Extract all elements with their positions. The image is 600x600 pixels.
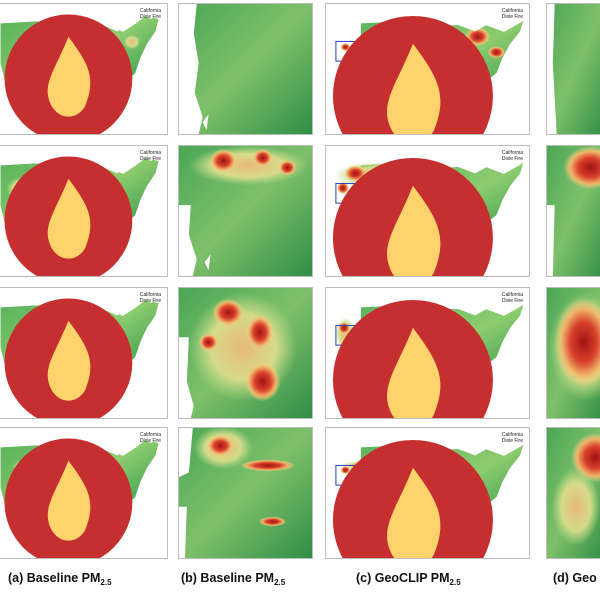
fire-annotation: California Dixie Fire — [326, 292, 523, 418]
map-c-row1: California Dixie Fire — [325, 3, 530, 135]
caption-a: (a) Baseline PM2.5 — [8, 571, 112, 587]
map-c-row2: California Dixie Fire — [325, 145, 530, 277]
map-a-row4: California Dixie Fire — [0, 427, 168, 559]
map-b-row4 — [178, 427, 313, 559]
caption-c: (c) GeoCLIP PM2.5 — [356, 571, 461, 587]
caption-b: (b) Baseline PM2.5 — [181, 571, 286, 587]
fire-annotation: California Dixie Fire — [0, 432, 161, 558]
map-d-row2 — [546, 145, 600, 277]
caption-d: (d) Geo — [553, 571, 597, 585]
map-b-row2 — [178, 145, 313, 277]
map-a-row3: California Dixie Fire — [0, 287, 168, 419]
fire-annotation: California Dixie Fire — [0, 8, 161, 134]
fire-icon — [4, 298, 133, 418]
map-d-row4 — [546, 427, 600, 559]
fire-icon — [332, 299, 493, 418]
fire-annotation: California Dixie Fire — [326, 8, 523, 134]
fire-annotation: California Dixie Fire — [326, 432, 523, 558]
map-c-row4: California Dixie Fire — [325, 427, 530, 559]
map-b-row3 — [178, 287, 313, 419]
fire-annotation: California Dixie Fire — [0, 292, 161, 418]
map-a-row1: California Dixie Fire — [0, 3, 168, 135]
fire-icon — [4, 438, 133, 558]
map-a-row2: California Dixie Fire — [0, 145, 168, 277]
fire-icon — [332, 15, 493, 134]
fire-icon — [4, 156, 133, 276]
map-d-row1 — [546, 3, 600, 135]
map-c-row3: California Dixie Fire — [325, 287, 530, 419]
fire-icon — [4, 14, 133, 134]
fire-annotation: California Dixie Fire — [326, 150, 523, 276]
fire-icon — [332, 157, 493, 276]
fire-icon — [332, 439, 493, 558]
map-b-row1 — [178, 3, 313, 135]
map-d-row3 — [546, 287, 600, 419]
fire-annotation: California Dixie Fire — [0, 150, 161, 276]
